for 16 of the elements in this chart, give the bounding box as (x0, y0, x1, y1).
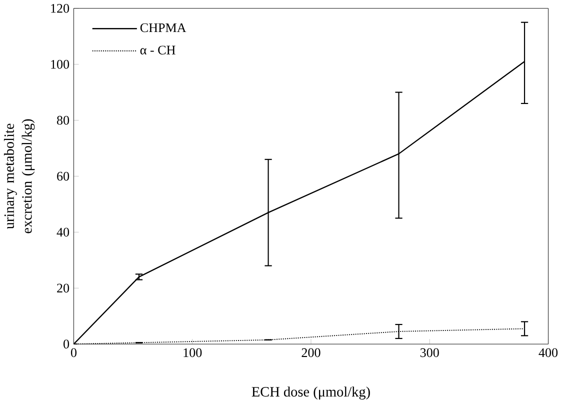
y-tick-label: 40 (56, 228, 70, 236)
legend-label: α - CH (140, 45, 176, 54)
y-tick-label: 60 (57, 172, 70, 180)
y-tick-label: 0 (64, 339, 70, 348)
x-tick-label: 300 (420, 348, 439, 357)
y-tick-label: 120 (51, 4, 70, 13)
x-tick-label: 0 (70, 348, 76, 357)
y-tick-label: 80 (56, 116, 70, 124)
y-axis-title: urinary metabolite excretion (μmol/kg) (4, 119, 35, 233)
legend-label: CHPMA (140, 23, 186, 32)
y-tick-label: 100 (51, 60, 70, 68)
y-tick-label: 20 (57, 283, 70, 292)
x-tick-label: 400 (538, 348, 558, 357)
x-tick-label: 100 (184, 348, 202, 357)
x-tick-label: 200 (302, 348, 320, 357)
x-axis-title: ECH dose (μmol/kg) (252, 386, 370, 400)
